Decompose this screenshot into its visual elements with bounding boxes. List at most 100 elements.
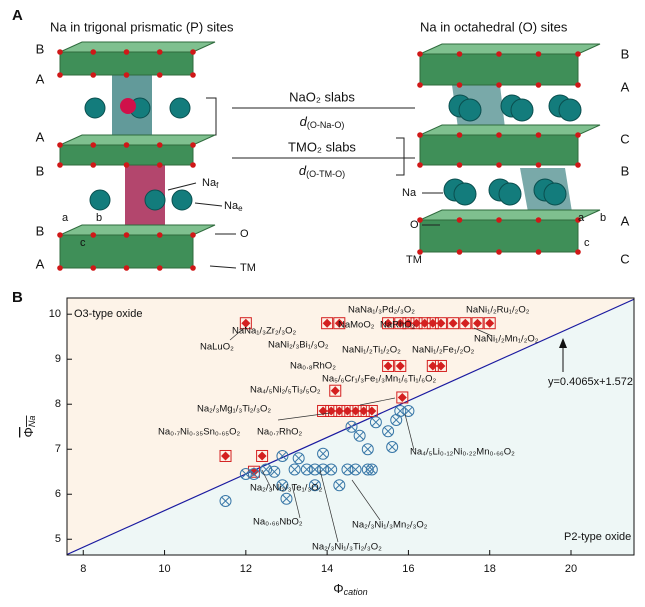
y-tick-label: 9 [55,353,61,365]
marker-circle [402,404,415,417]
leader [359,397,396,406]
sodium [558,98,582,122]
oxygen [456,217,463,223]
oxygen [90,72,97,78]
o3-point [382,359,395,372]
o3-point [365,404,378,417]
marker-diamond [460,318,470,328]
oxygen [575,82,581,88]
o3-point [321,317,334,330]
marker-diamond [436,318,446,328]
oxygen [496,82,502,88]
marker-circle [353,429,366,442]
oxygen [190,232,196,238]
y-tick-label: 6 [55,488,61,500]
oxygen [575,162,581,168]
marker-diamond [383,318,393,328]
axis-label: b [96,212,102,224]
tmo2-slab [419,209,601,221]
o3-point [256,449,269,462]
p2-point [361,443,374,456]
oxygen [417,249,423,255]
marker-cross [396,406,405,416]
x-axis-label: Φcation [333,581,367,597]
marker-box [382,317,395,330]
oxygen [90,265,97,271]
symbol: Φ [333,581,343,596]
oxygen [575,132,581,138]
compound-label: NaNi₁/₂Ti₁/₂O₂ [342,345,401,356]
stacking-label: B [36,41,45,56]
oxygen [156,49,163,55]
left-title: Na in trigonal prismatic (P) sites [50,19,234,34]
y-tick-label: 7 [55,443,61,455]
label: NaO₂ slabs [289,89,355,104]
fit-line [67,298,634,555]
panel-label: B [12,289,23,306]
oxygen [156,72,163,78]
label: O [240,228,249,240]
marker-cross [371,417,381,427]
compound-label: NaLuO₂ [200,342,234,353]
oxygen [496,217,502,223]
p2-point [308,479,321,492]
marker-box [219,449,232,462]
marker-box [333,317,346,330]
marker-circle [317,463,330,476]
marker-cross [387,442,397,452]
oxygen [535,217,542,223]
x-tick-label: 10 [158,563,170,575]
marker-cross [294,453,303,463]
sodium [89,189,111,211]
marker-circle [382,425,395,438]
marker-circle [386,440,399,453]
leader [261,469,273,491]
x-tick-label: 8 [80,563,86,575]
o3-point [333,317,346,330]
oxygen [123,232,130,238]
x-tick-label: 14 [321,563,333,575]
oxygen [456,162,463,168]
marker-cross [310,465,320,474]
marker-circle [280,492,293,505]
stacking-label: B [36,223,45,238]
label: Na [402,187,417,199]
oxygen [123,265,130,271]
axis-label: b [600,212,606,224]
y-axis-label: ΦNa [21,416,37,438]
o3-point [434,359,447,372]
compound-label: Na₀.₇RhO₂ [257,427,303,438]
oxygen [456,132,463,138]
o3-point [394,359,407,372]
oxygen [190,265,196,271]
y-axis-label-text: ΦNa [21,416,37,438]
leader [473,327,493,337]
y-tick-label: 5 [55,533,61,545]
leader [319,469,339,543]
p2-point [292,452,305,465]
stacking-label: B [36,163,45,178]
x-tick-label: 20 [565,563,577,575]
marker-diamond [448,318,458,328]
marker-diamond [397,392,407,402]
p2-point [394,404,407,417]
marker-diamond [257,451,267,461]
marker-cross [249,469,259,479]
marker-cross [363,444,373,454]
oxygen [190,72,196,78]
marker-cross [347,422,356,431]
p2-point [325,463,338,476]
stacking-label: B [621,163,630,178]
leader [291,484,301,519]
marker-cross [367,465,377,474]
leader [351,479,381,521]
stacking-label: B [621,46,630,61]
marker-circle [325,463,338,476]
marker-box [447,317,460,330]
tmo2-slab [419,134,579,166]
marker-circle [247,467,260,480]
marker-circle [365,463,378,476]
oxygen [496,249,502,255]
compound-label: Na₀.₇Ni₀.₃₅Sn₀.₆₅O₂ [158,427,240,438]
compound-label: NaNi₁/₂Fe₁/₂O₂ [412,345,475,356]
